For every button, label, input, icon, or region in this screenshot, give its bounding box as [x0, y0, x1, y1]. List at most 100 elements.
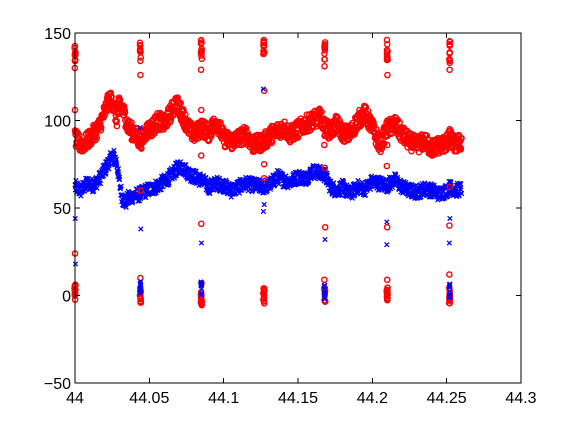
data-point: [268, 139, 276, 147]
data-layer: [71, 36, 465, 309]
data-point: [138, 145, 145, 152]
data-point: [120, 103, 128, 110]
x-tick-label: 44.1: [208, 390, 239, 407]
data-point: [364, 187, 370, 194]
data-point: [226, 180, 232, 187]
data-point: [457, 145, 465, 152]
data-point: [260, 294, 268, 301]
data-point: [372, 125, 380, 133]
data-point: [446, 125, 454, 133]
data-point: [384, 296, 391, 304]
data-point: [123, 204, 129, 210]
y-tick-label: 50: [53, 201, 71, 218]
data-point: [446, 49, 453, 57]
data-point: [121, 107, 128, 114]
data-point: [136, 39, 144, 47]
data-point: [97, 180, 104, 187]
data-point: [384, 71, 391, 79]
data-point: [198, 301, 206, 309]
data-point: [321, 50, 328, 57]
data-point: [96, 123, 104, 130]
data-point: [362, 192, 369, 198]
x-axis: 44 44.05 44.1 44.15 44.2 44.25 44.3: [66, 33, 537, 407]
y-tick-label: 0: [62, 289, 71, 306]
data-point: [93, 134, 101, 142]
data-point: [384, 219, 390, 225]
data-point: [261, 201, 267, 208]
data-point: [383, 53, 391, 61]
data-point: [137, 289, 143, 295]
data-point: [207, 190, 213, 197]
data-point: [197, 106, 205, 114]
data-point: [198, 285, 205, 292]
data-point: [378, 145, 386, 153]
y-tick-label: 150: [44, 26, 71, 43]
data-point: [260, 288, 268, 295]
data-point: [321, 276, 328, 284]
data-point: [445, 299, 453, 307]
data-point: [260, 86, 267, 92]
data-point: [383, 36, 391, 44]
x-tick-label: 44: [66, 390, 84, 407]
data-point: [447, 294, 453, 300]
data-point: [328, 178, 334, 184]
data-point: [446, 183, 454, 191]
data-point: [446, 66, 453, 74]
data-point: [138, 283, 144, 290]
data-point: [136, 42, 144, 50]
data-point: [321, 39, 329, 46]
data-point: [121, 109, 129, 117]
data-point: [199, 290, 205, 296]
data-point: [137, 290, 143, 296]
data-point: [236, 190, 243, 196]
data-point: [78, 193, 84, 199]
data-point: [276, 181, 282, 187]
data-point: [415, 190, 422, 196]
data-point: [260, 291, 268, 299]
data-point: [182, 111, 189, 119]
data-point: [421, 180, 428, 186]
data-point: [198, 55, 206, 63]
data-point: [129, 200, 136, 206]
data-point: [322, 292, 328, 298]
data-point: [197, 36, 205, 44]
data-point: [94, 185, 100, 191]
y-tick-label: −50: [44, 376, 71, 393]
data-point: [138, 226, 144, 232]
data-point: [198, 281, 204, 288]
data-point: [338, 191, 344, 198]
data-point: [137, 57, 144, 65]
data-point: [446, 271, 453, 278]
data-point: [446, 283, 453, 289]
data-point: [260, 297, 268, 305]
data-point: [158, 187, 164, 193]
data-point: [137, 71, 144, 79]
data-point: [384, 242, 390, 248]
data-point: [137, 187, 144, 194]
data-point: [106, 166, 112, 172]
series-0: [72, 147, 465, 210]
data-point: [321, 223, 329, 231]
x-tick-label: 44.2: [357, 390, 388, 407]
data-point: [197, 66, 205, 74]
data-point: [137, 297, 144, 305]
data-point: [322, 287, 328, 293]
data-point: [113, 122, 121, 130]
data-point: [322, 296, 328, 302]
data-point: [322, 236, 328, 243]
data-point: [446, 240, 452, 246]
data-point: [384, 117, 391, 124]
data-point: [198, 280, 204, 286]
data-point: [260, 208, 267, 215]
data-point: [336, 117, 344, 125]
data-point: [447, 215, 453, 222]
x-tick-label: 44.05: [129, 390, 169, 407]
data-point: [383, 276, 391, 284]
data-point: [267, 138, 275, 145]
data-point: [116, 176, 123, 183]
data-point: [137, 46, 144, 54]
data-point: [260, 41, 267, 49]
data-point: [339, 188, 345, 194]
data-point: [76, 132, 83, 139]
